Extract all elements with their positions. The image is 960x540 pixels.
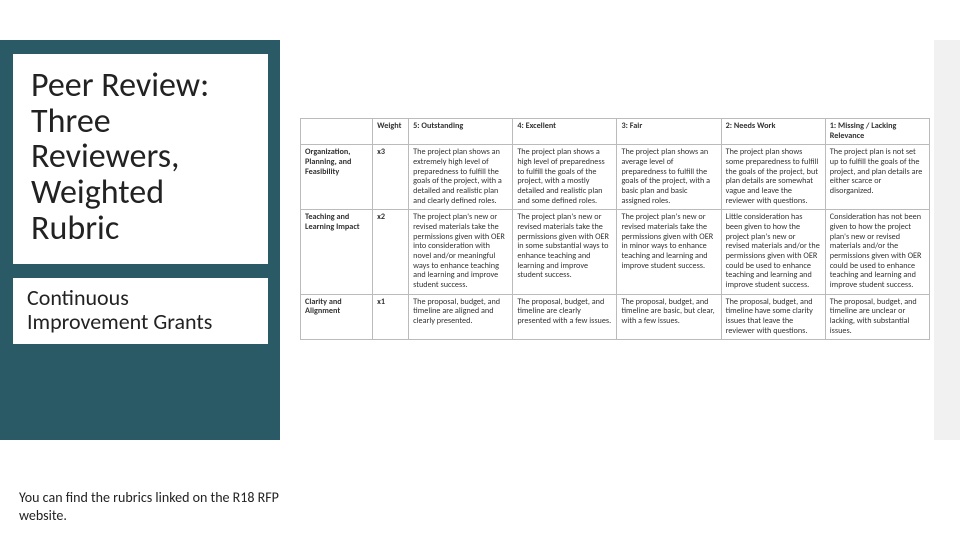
header-level-2: 2: Needs Work [721,119,825,145]
rubric-cell: The proposal, budget, and timeline are a… [409,294,513,340]
rubric-cell: The proposal, budget, and timeline are c… [513,294,617,340]
table-row: Teaching and Learning Impact x2 The proj… [301,210,930,294]
criterion-label: Teaching and Learning Impact [301,210,373,294]
rubric-cell: The project plan shows an extremely high… [409,145,513,210]
header-blank [301,119,373,145]
slide-title: Peer Review: Three Reviewers, Weighted R… [31,68,250,246]
rubric-cell: The project plan's new or revised materi… [409,210,513,294]
header-level-1: 1: Missing / Lacking Relevance [825,119,929,145]
header-level-5: 5: Outstanding [409,119,513,145]
table-row: Clarity and Alignment x1 The proposal, b… [301,294,930,340]
rubric-cell: The project plan is not set up to fulfil… [825,145,929,210]
rubric-table: Weight 5: Outstanding 4: Excellent 3: Fa… [300,118,930,340]
weight-cell: x1 [373,294,409,340]
header-level-4: 4: Excellent [513,119,617,145]
slide-subtitle: Continuous Improvement Grants [27,286,254,334]
rubric-cell: The project plan shows a high level of p… [513,145,617,210]
header-weight: Weight [373,119,409,145]
rubric-cell: The project plan shows some preparedness… [721,145,825,210]
rubric-cell: The proposal, budget, and timeline have … [721,294,825,340]
criterion-label: Organization, Planning, and Feasibility [301,145,373,210]
header-level-3: 3: Fair [617,119,721,145]
rubric-cell: The project plan's new or revised materi… [513,210,617,294]
footnote-text: You can find the rubrics linked on the R… [19,489,287,524]
table-row: Organization, Planning, and Feasibility … [301,145,930,210]
scrollbar-region[interactable] [934,40,960,440]
criterion-label: Clarity and Alignment [301,294,373,340]
table-header-row: Weight 5: Outstanding 4: Excellent 3: Fa… [301,119,930,145]
rubric-cell: The project plan shows an average level … [617,145,721,210]
subtitle-box: Continuous Improvement Grants [13,278,268,344]
weight-cell: x3 [373,145,409,210]
rubric-cell: The project plan's new or revised materi… [617,210,721,294]
rubric-cell: Little consideration has been given to h… [721,210,825,294]
rubric-table-wrap: Weight 5: Outstanding 4: Excellent 3: Fa… [300,118,930,340]
weight-cell: x2 [373,210,409,294]
rubric-cell: Consideration has not been given to how … [825,210,929,294]
rubric-cell: The proposal, budget, and timeline are b… [617,294,721,340]
footnote-box: You can find the rubrics linked on the R… [13,483,293,530]
rubric-cell: The proposal, budget, and timeline are u… [825,294,929,340]
title-box: Peer Review: Three Reviewers, Weighted R… [13,54,268,264]
